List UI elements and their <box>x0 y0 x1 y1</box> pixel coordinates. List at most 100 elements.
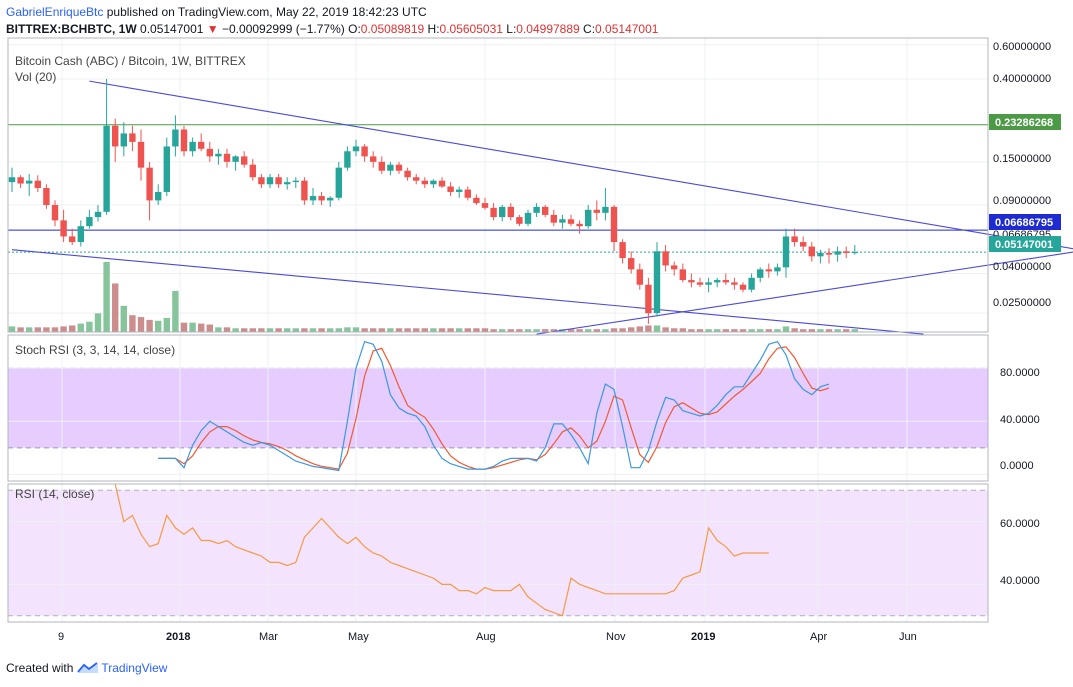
footer: Created with TradingView <box>6 661 167 675</box>
volume-bar <box>507 329 514 332</box>
trendline <box>536 251 1073 335</box>
volume-bar <box>258 328 265 332</box>
volume-bar <box>843 329 850 332</box>
candle-body <box>103 125 110 212</box>
volume-bar <box>662 327 669 332</box>
low-value: 0.04997889 <box>516 22 580 36</box>
candle-body <box>774 267 781 272</box>
volume-bar <box>137 317 145 332</box>
volume-bar <box>791 328 798 332</box>
candle-body <box>163 146 170 192</box>
volume-bar <box>215 327 222 332</box>
time-label: Jun <box>899 631 917 643</box>
price-label: 0.60000000 <box>993 41 1051 53</box>
candle-body <box>705 282 712 285</box>
candle-body <box>843 251 850 253</box>
volume-bar <box>284 328 291 332</box>
candle-body <box>26 180 33 184</box>
price-pane-frame[interactable] <box>7 37 989 333</box>
stoch-pane-frame[interactable] <box>7 334 989 482</box>
author-link[interactable]: GabrielEnriqueBtc <box>6 5 104 19</box>
volume-bar <box>705 329 712 332</box>
candle-body <box>662 251 669 266</box>
volume-bar <box>146 319 153 332</box>
volume-bar <box>782 326 790 332</box>
volume-bar <box>438 328 446 332</box>
stoch-axis[interactable]: 80.0000 40.0000 0.0000 <box>1000 367 1040 472</box>
candle-body <box>17 177 24 184</box>
volume-bar <box>180 322 188 332</box>
volume-bar <box>731 329 738 332</box>
candle-body <box>593 209 600 213</box>
volume-bar <box>8 326 16 332</box>
candle-body <box>447 186 454 192</box>
open-label: O: <box>348 22 361 36</box>
candle-body <box>817 252 824 257</box>
close-value: 0.05147001 <box>595 22 659 36</box>
candle-body <box>765 269 772 272</box>
volume-bar <box>155 320 162 332</box>
ohlc-line: BITTREX:BCHBTC, 1W 0.05147001 ▼ −0.00092… <box>6 21 658 38</box>
background-layer <box>8 367 988 617</box>
volume-bar <box>112 283 119 332</box>
candle-body <box>748 277 755 290</box>
candle-body <box>619 242 626 259</box>
volume-bar <box>456 328 463 332</box>
time-axis[interactable]: 9 2018 Mar May Aug Nov 2019 Apr Jun <box>58 631 917 643</box>
price-pane-title: Bitcoin Cash (ABC) / Bitcoin, 1W, BITTRE… <box>15 54 246 68</box>
volume-bar <box>378 328 385 332</box>
candle-body <box>851 252 858 254</box>
volume-bar <box>69 325 76 332</box>
candle-body <box>782 236 790 268</box>
marker-teal-text: 0.05147001 <box>995 239 1053 251</box>
rsi-axis[interactable]: 60.0000 40.0000 <box>1000 518 1040 587</box>
candle-body <box>284 182 291 185</box>
price-marker-green: 0.23286268 <box>989 114 1061 130</box>
volume-bar <box>834 329 841 332</box>
candle-body <box>335 167 342 198</box>
candle-layer <box>8 79 858 324</box>
volume-bar <box>361 328 368 332</box>
stoch-d-line <box>158 346 830 470</box>
volume-label: Vol (20) <box>15 70 56 84</box>
volume-bar <box>825 329 833 332</box>
time-label: May <box>348 631 369 643</box>
low-label: L: <box>506 22 517 36</box>
candle-body <box>722 280 729 283</box>
stoch-label: 40.0000 <box>1000 414 1040 426</box>
volume-bar <box>619 328 626 332</box>
time-label: Nov <box>606 631 626 643</box>
volume-bar <box>645 325 652 332</box>
candle-body <box>731 282 738 285</box>
candle-body <box>559 219 566 223</box>
volume-bar <box>395 328 403 332</box>
chart-header: GabrielEnriqueBtc published on TradingVi… <box>6 4 658 38</box>
candle-body <box>266 177 274 185</box>
candle-body <box>688 280 695 283</box>
candle-body <box>834 251 841 255</box>
candle-body <box>223 153 231 162</box>
candle-body <box>146 167 153 201</box>
volume-bar <box>851 329 858 332</box>
price-axis[interactable]: 0.60000000 0.40000000 0.15000000 0.09000… <box>993 41 1051 309</box>
time-label: Apr <box>810 631 827 643</box>
trendline <box>89 80 1073 250</box>
candle-body <box>344 151 351 168</box>
candle-body <box>714 280 721 283</box>
volume-bar <box>120 305 127 332</box>
volume-bar <box>94 313 102 332</box>
volume-bar <box>602 329 609 332</box>
candle-body <box>542 206 549 215</box>
time-label: 2019 <box>691 631 715 643</box>
tradingview-link[interactable]: TradingView <box>77 661 167 675</box>
stoch-label: 0.0000 <box>1000 460 1034 472</box>
candle-body <box>671 265 678 270</box>
volume-bar <box>610 328 618 332</box>
candle-body <box>189 141 196 152</box>
time-label: 9 <box>58 631 64 643</box>
trendline-layer[interactable] <box>11 80 1073 335</box>
rsi-label: 60.0000 <box>1000 518 1040 530</box>
candle-body <box>800 242 807 247</box>
candle-body <box>739 284 747 290</box>
